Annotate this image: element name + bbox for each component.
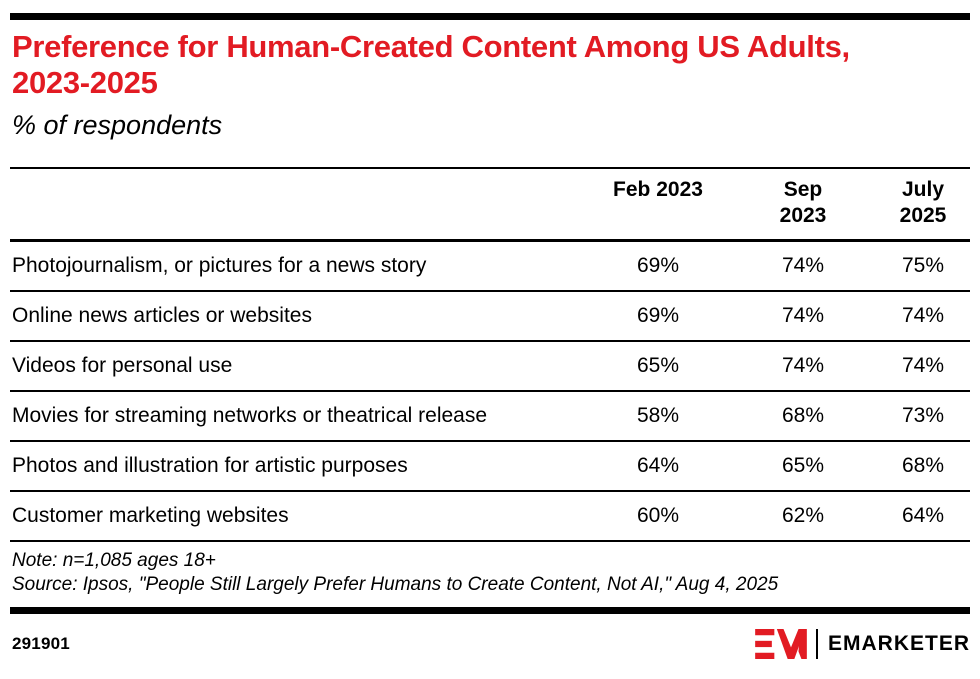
row-value: 74% xyxy=(901,354,945,377)
brand-lockup: EMARKETER xyxy=(755,629,970,659)
top-rule-bar xyxy=(10,13,970,20)
row-value: 74% xyxy=(781,354,825,377)
row-value: 62% xyxy=(781,504,825,527)
table-header-row: Feb 2023 Sep 2023 July 2025 xyxy=(10,168,970,241)
source-text: Source: Ipsos, "People Still Largely Pre… xyxy=(12,574,779,595)
table-body: Photojournalism, or pictures for a news … xyxy=(10,241,970,541)
row-label: Photojournalism, or pictures for a news … xyxy=(12,254,427,277)
row-label: Videos for personal use xyxy=(12,354,233,377)
row-label: Movies for streaming networks or theatri… xyxy=(12,404,488,427)
table-row: Videos for personal use 65% 74% 74% xyxy=(10,341,970,391)
column-header-label: July 2025 xyxy=(899,178,947,227)
bottom-rule-bar xyxy=(10,607,970,614)
table-row: Online news articles or websites 69% 74% 74… xyxy=(10,291,970,341)
emarketer-logo-icon xyxy=(755,629,807,659)
table-row: Photojournalism, or pictures for a news … xyxy=(10,241,970,291)
row-value: 68% xyxy=(901,454,945,477)
row-label: Online news articles or websites xyxy=(12,304,312,327)
row-value: 68% xyxy=(781,404,825,427)
row-value: 64% xyxy=(636,454,680,477)
chart-id: 291901 xyxy=(12,634,70,653)
column-header: Feb 2023 xyxy=(586,168,730,241)
chart-page: Preference for Human-Created Content Amo… xyxy=(0,13,980,679)
table-header: Feb 2023 Sep 2023 July 2025 xyxy=(10,168,970,241)
row-value: 69% xyxy=(636,304,680,327)
row-value: 58% xyxy=(636,404,680,427)
table-row: Movies for streaming networks or theatri… xyxy=(10,391,970,441)
table-row: Customer marketing websites 60% 62% 64% xyxy=(10,491,970,541)
row-value: 74% xyxy=(781,304,825,327)
row-label: Customer marketing websites xyxy=(12,504,289,527)
page-title: Preference for Human-Created Content Amo… xyxy=(12,29,850,100)
row-value: 60% xyxy=(636,504,680,527)
footer: 291901 EMARKETER xyxy=(12,624,970,664)
logo-divider xyxy=(815,629,818,659)
row-label: Photos and illustration for artistic pur… xyxy=(12,454,408,477)
table-row: Photos and illustration for artistic pur… xyxy=(10,441,970,491)
column-header: Sep 2023 xyxy=(730,168,876,241)
page-subtitle: % of respondents xyxy=(12,110,223,140)
brand-wordmark: EMARKETER xyxy=(827,632,970,655)
table-corner-cell xyxy=(10,168,586,241)
row-value: 65% xyxy=(636,354,680,377)
column-header: July 2025 xyxy=(876,168,970,241)
footnotes: Note: n=1,085 ages 18+ Source: Ipsos, "P… xyxy=(12,549,970,597)
data-table: Feb 2023 Sep 2023 July 2025 Photojournalis… xyxy=(10,167,970,542)
row-value: 64% xyxy=(901,504,945,527)
row-value: 69% xyxy=(636,254,680,277)
row-value: 74% xyxy=(901,304,945,327)
column-header-label: Sep 2023 xyxy=(779,178,827,227)
row-value: 75% xyxy=(901,254,945,277)
row-value: 65% xyxy=(781,454,825,477)
note-text: Note: n=1,085 ages 18+ xyxy=(12,550,216,571)
row-value: 73% xyxy=(901,404,945,427)
column-header-label: Feb 2023 xyxy=(613,178,703,201)
row-value: 74% xyxy=(781,254,825,277)
